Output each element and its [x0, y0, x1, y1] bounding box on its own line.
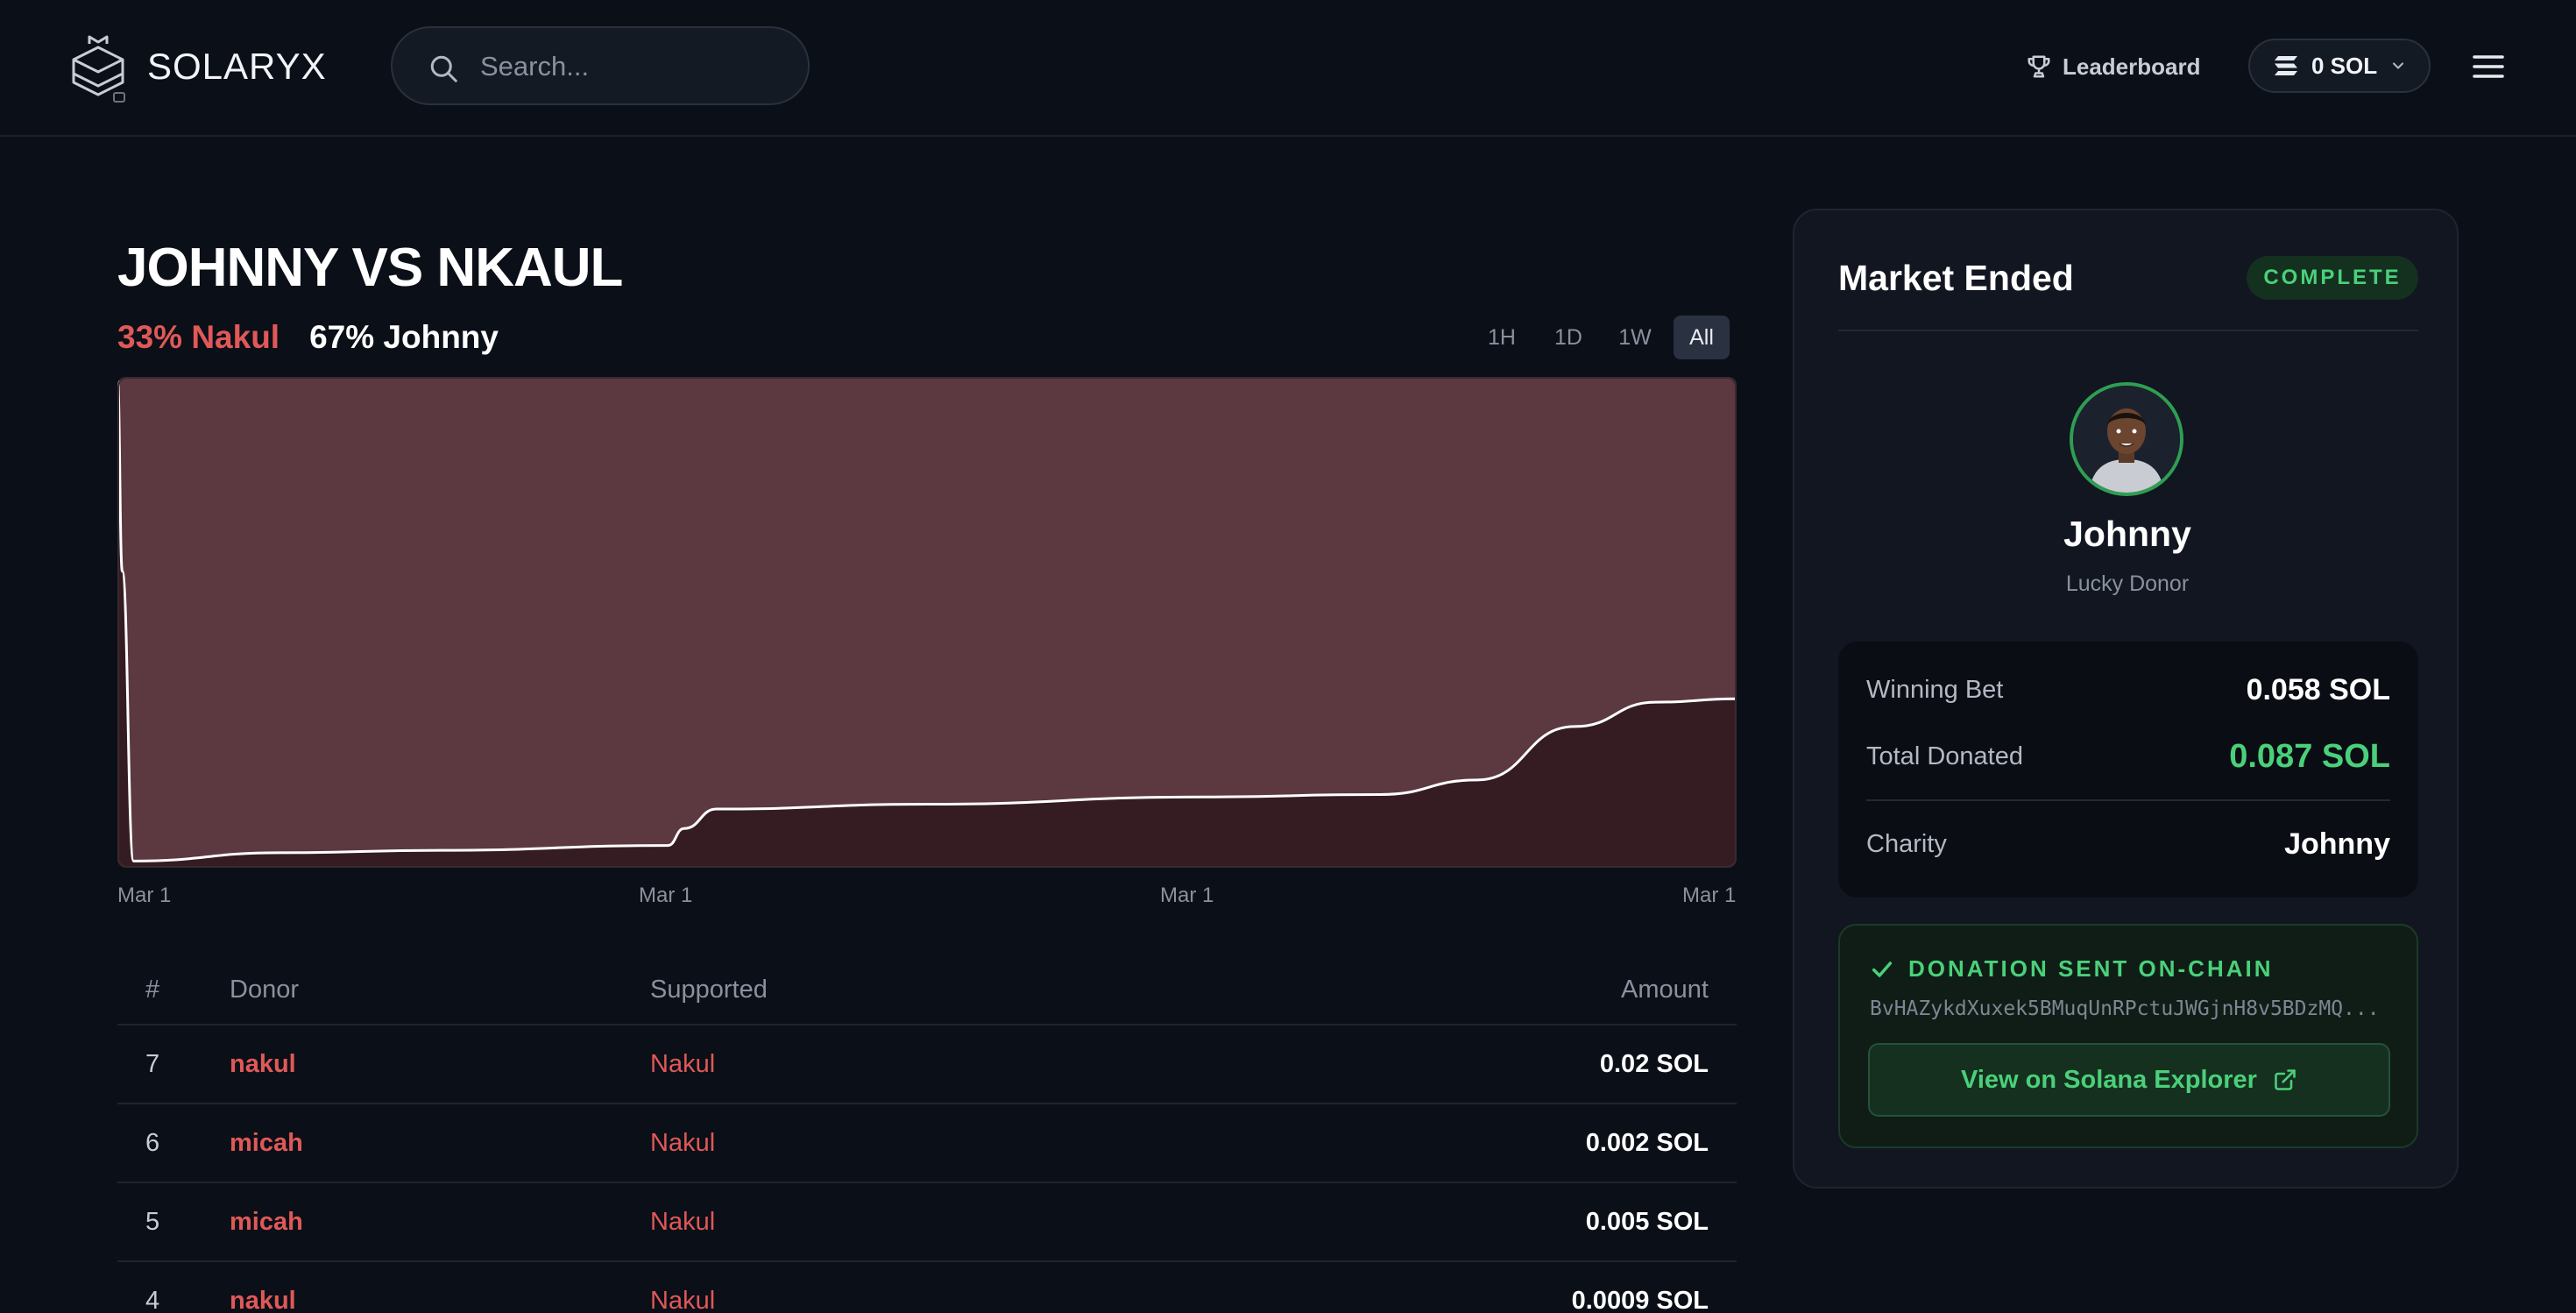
check-icon — [1872, 961, 1893, 977]
result-stats: Winning Bet 0.058 SOL Total Donated 0.08… — [1838, 642, 2418, 898]
table-row: 7 nakul Nakul 0.02 SOL — [117, 1026, 1737, 1104]
chart-lower-area — [117, 377, 1737, 868]
donation-status: DONATION SENT ON-CHAIN — [1870, 955, 2274, 983]
market-result-panel: Market Ended COMPLETE Johnny Lucky Donor… — [1793, 209, 2459, 1189]
time-range-selector: 1H 1D 1W All — [1474, 316, 1730, 359]
stats-divider — [1866, 799, 2390, 801]
column-header-number: # — [145, 975, 160, 1004]
wallet-balance: 0 SOL — [2311, 52, 2378, 79]
donor-link[interactable]: nakul — [230, 1049, 296, 1078]
range-all[interactable]: All — [1674, 316, 1730, 359]
market-title: JOHNNY VS NKAUL — [117, 238, 623, 298]
chart-series-line — [117, 377, 1737, 862]
leaderboard-link[interactable]: Leaderboard — [2026, 49, 2201, 84]
supported-side: Nakul — [650, 1286, 716, 1313]
odds-johnny: 67% Johnny — [309, 319, 499, 355]
winning-bet-label: Winning Bet — [1866, 676, 2004, 704]
brand-name[interactable]: SOLARYX — [147, 46, 327, 87]
odds-nakul: 33% Nakul — [117, 319, 280, 355]
solana-icon — [2275, 56, 2297, 75]
row-number: 7 — [145, 1049, 160, 1078]
search-bar[interactable] — [391, 26, 810, 105]
row-number: 4 — [145, 1286, 160, 1313]
supported-side: Nakul — [650, 1049, 716, 1078]
odds-chart — [117, 377, 1737, 868]
donor-link[interactable]: micah — [230, 1207, 303, 1236]
table-header: # Donor Supported Amount — [117, 955, 1737, 1026]
winning-bet-value: 0.058 SOL — [2246, 673, 2390, 706]
x-tick-label: Mar 1 — [1160, 884, 1214, 907]
donation-confirmation: DONATION SENT ON-CHAIN BvHAZykdXuxek5BMu… — [1838, 924, 2418, 1148]
donor-link[interactable]: micah — [230, 1128, 303, 1157]
range-1d[interactable]: 1D — [1554, 325, 1582, 350]
donation-amount: 0.002 SOL — [1585, 1128, 1709, 1157]
market-odds: 33% Nakul 67% Johnny — [117, 319, 499, 356]
logo-icon[interactable] — [68, 33, 128, 105]
stat-charity: Charity Johnny — [1866, 827, 2390, 862]
stat-winning-bet: Winning Bet 0.058 SOL — [1866, 673, 2390, 707]
column-header-amount: Amount — [1621, 975, 1709, 1004]
avatar-icon — [2073, 386, 2180, 493]
supported-side: Nakul — [650, 1128, 716, 1157]
view-explorer-button[interactable]: View on Solana Explorer — [1868, 1043, 2390, 1117]
wallet-balance-button[interactable]: 0 SOL — [2248, 39, 2431, 93]
charity-value: Johnny — [2284, 827, 2390, 861]
x-tick-label: Mar 1 — [1682, 884, 1737, 907]
winner-name: Johnny — [2063, 514, 2191, 554]
supported-side: Nakul — [650, 1207, 716, 1236]
range-1w[interactable]: 1W — [1618, 325, 1652, 350]
avatar — [2070, 382, 2183, 496]
x-tick-label: Mar 1 — [639, 884, 693, 907]
row-number: 5 — [145, 1207, 160, 1236]
table-row: 6 micah Nakul 0.002 SOL — [117, 1104, 1737, 1183]
column-header-supported: Supported — [650, 975, 768, 1004]
leaderboard-label: Leaderboard — [2063, 53, 2201, 80]
donations-table: # Donor Supported Amount 7 nakul Nakul 0… — [117, 955, 1737, 1313]
row-number: 6 — [145, 1128, 160, 1157]
donation-amount: 0.02 SOL — [1599, 1049, 1709, 1078]
winner-role: Lucky Donor — [2065, 571, 2190, 596]
panel-divider — [1838, 330, 2418, 331]
trophy-icon — [2028, 55, 2050, 78]
chart-border — [117, 377, 1737, 868]
search-icon — [430, 55, 457, 82]
stat-total-donated: Total Donated 0.087 SOL — [1866, 738, 2390, 776]
column-header-donor: Donor — [230, 975, 299, 1004]
transaction-hash: BvHAZykdXuxek5BMuqUnRPctuJWGjnH8v5BDzMQ.… — [1870, 997, 2380, 1020]
donation-status-label: DONATION SENT ON-CHAIN — [1908, 955, 2274, 982]
donation-amount: 0.005 SOL — [1585, 1207, 1709, 1236]
donation-amount: 0.0009 SOL — [1571, 1286, 1709, 1313]
total-donated-value: 0.087 SOL — [2229, 738, 2390, 775]
external-link-icon — [2275, 1069, 2296, 1090]
search-input[interactable] — [480, 46, 778, 88]
panel-title: Market Ended — [1838, 258, 2074, 298]
hamburger-menu-icon[interactable] — [2473, 53, 2504, 81]
table-row: 4 nakul Nakul 0.0009 SOL — [117, 1262, 1737, 1313]
total-donated-label: Total Donated — [1866, 742, 2023, 770]
view-explorer-label: View on Solana Explorer — [1961, 1065, 2257, 1094]
top-nav: SOLARYX Leaderboard 0 SOL — [0, 0, 2576, 137]
table-row: 5 micah Nakul 0.005 SOL — [117, 1183, 1737, 1262]
status-badge: COMPLETE — [2247, 256, 2418, 300]
x-tick-label: Mar 1 — [117, 884, 172, 907]
chevron-down-icon — [2393, 62, 2404, 69]
donor-link[interactable]: nakul — [230, 1286, 296, 1313]
charity-label: Charity — [1866, 830, 1947, 858]
range-1h[interactable]: 1H — [1488, 325, 1516, 350]
